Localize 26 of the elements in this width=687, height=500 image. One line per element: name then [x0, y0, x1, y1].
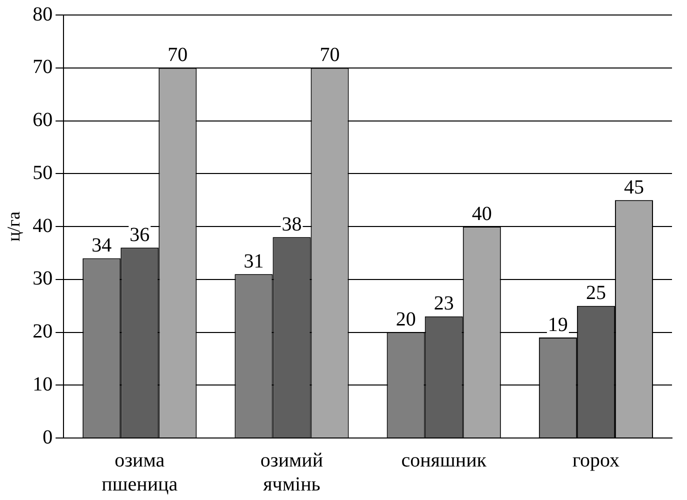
data-label: 70 [320, 44, 340, 66]
data-label: 19 [548, 314, 568, 336]
x-tick-label: озима пшеница [102, 449, 178, 496]
data-label: 25 [586, 282, 606, 304]
y-tick-label: 60 [32, 109, 53, 131]
y-axis-title: ц/га [4, 211, 24, 242]
data-label: 40 [472, 202, 492, 225]
x-tick-label: озимий ячмінь [260, 449, 324, 496]
data-label: 45 [624, 176, 644, 198]
x-tick-label: соняшник [401, 449, 487, 472]
data-label: 20 [396, 308, 416, 330]
data-label: 31 [244, 250, 264, 272]
data-label: 70 [168, 44, 188, 66]
y-tick-label: 50 [32, 162, 53, 184]
y-tick-label: 80 [32, 3, 53, 26]
y-tick-label: 10 [32, 373, 53, 396]
y-tick-label: 40 [32, 214, 53, 237]
data-label: 36 [130, 224, 150, 246]
data-label: 38 [282, 213, 302, 236]
y-tick-label: 20 [32, 320, 53, 342]
y-tick-label: 0 [42, 426, 53, 448]
data-label: 23 [434, 292, 454, 315]
y-tick-label: 30 [32, 268, 53, 290]
y-tick-label: 70 [32, 56, 53, 78]
x-tick-label: горох [572, 449, 620, 472]
data-label: 34 [92, 234, 112, 256]
